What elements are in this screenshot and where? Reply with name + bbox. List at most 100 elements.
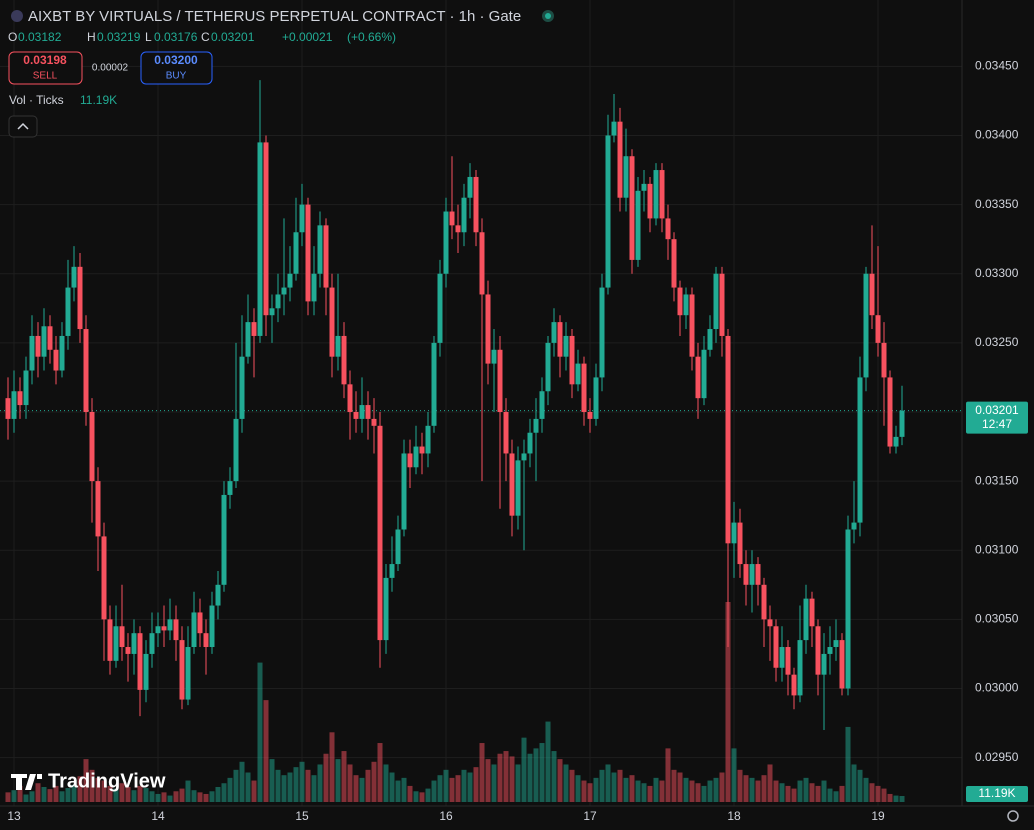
candle-body xyxy=(143,653,149,690)
volume-bar xyxy=(527,753,533,802)
candle-body xyxy=(563,335,569,357)
candle-body xyxy=(137,633,143,690)
candle-body xyxy=(107,619,113,661)
settings-button[interactable] xyxy=(1007,810,1019,822)
candle-body xyxy=(341,335,347,385)
symbol-title[interactable]: AIXBT BY VIRTUALS / TETHERUS PERPETUAL C… xyxy=(28,8,521,25)
candle-body xyxy=(467,176,473,198)
candle-body xyxy=(605,135,611,288)
volume-bar xyxy=(857,769,863,802)
volume-bar xyxy=(785,785,791,802)
candle-body xyxy=(635,190,641,260)
volume-bar xyxy=(569,769,575,802)
candle-body xyxy=(821,653,827,675)
candle-body xyxy=(683,294,689,316)
volume-bar xyxy=(317,764,323,802)
volume-bar xyxy=(5,792,11,802)
candle-body xyxy=(65,287,71,336)
volume-bar xyxy=(371,761,377,802)
volume-bar xyxy=(677,772,683,802)
collapse-button[interactable] xyxy=(8,115,38,138)
sell-button[interactable] xyxy=(8,51,83,85)
volume-bar xyxy=(125,786,131,802)
buy-button[interactable] xyxy=(140,51,213,85)
candle-body xyxy=(449,211,455,226)
candle-body xyxy=(461,197,467,233)
volume-bar xyxy=(233,769,239,802)
volume-bar xyxy=(497,753,503,802)
volume-bar xyxy=(287,772,293,802)
last-price-tag xyxy=(966,401,1028,434)
candle-body xyxy=(587,411,593,419)
candle-body xyxy=(851,522,857,530)
candle-body xyxy=(335,335,341,357)
volume-bar xyxy=(743,775,749,802)
buy-price: 0.03200 xyxy=(154,53,198,67)
volume-bar xyxy=(491,764,497,802)
candle-body xyxy=(437,273,443,343)
x-tick-label: 13 xyxy=(7,809,21,823)
candle-body xyxy=(41,326,47,357)
candle-body xyxy=(119,626,125,648)
candle-body xyxy=(611,121,617,136)
volume-bar xyxy=(587,783,593,802)
volume-bar xyxy=(89,769,95,802)
volume-bar xyxy=(521,737,527,802)
candle-body xyxy=(311,273,317,302)
volume-bar xyxy=(455,775,461,802)
candle-body xyxy=(35,335,41,357)
volume-bar xyxy=(119,783,125,802)
candle-body xyxy=(59,335,65,371)
x-tick-label: 14 xyxy=(151,809,165,823)
volume-bar xyxy=(419,792,425,802)
candle-body xyxy=(221,494,227,585)
chevron-icon xyxy=(17,122,29,130)
volume-bar xyxy=(71,784,77,802)
candle-body xyxy=(89,411,95,482)
candle-body xyxy=(365,405,371,419)
volume-bar xyxy=(635,780,641,802)
volume-bar xyxy=(185,780,191,802)
volume-bar xyxy=(209,791,215,802)
candle-body xyxy=(257,142,263,336)
ohlc-value: 0.03201 xyxy=(211,30,255,44)
volume-bar xyxy=(269,759,275,802)
volume-bar xyxy=(53,785,59,802)
candle-body xyxy=(215,584,221,606)
candle-body xyxy=(227,481,233,495)
candle-body xyxy=(719,273,725,336)
candle-body xyxy=(245,322,251,357)
candle-body xyxy=(83,329,89,412)
candle-body xyxy=(695,356,701,399)
volume-bar xyxy=(833,791,839,802)
volume-bar xyxy=(599,769,605,802)
volume-bar xyxy=(359,777,365,802)
x-tick-label: 17 xyxy=(583,809,597,823)
volume-bar xyxy=(617,769,623,802)
volume-bar xyxy=(245,772,251,802)
candle-body xyxy=(815,626,821,675)
volume-bar xyxy=(755,780,761,802)
volume-bar xyxy=(803,777,809,802)
y-tick-label: 0.03250 xyxy=(975,335,1019,349)
volume-bar xyxy=(293,767,299,802)
volume-bar xyxy=(263,700,269,802)
candle-body xyxy=(887,377,893,447)
candle-body xyxy=(407,453,413,468)
tv-logo xyxy=(11,774,42,790)
candle-body xyxy=(743,564,749,585)
ohlc-label: H xyxy=(87,30,96,44)
volume-bar xyxy=(869,783,875,802)
volume-bar xyxy=(509,756,515,802)
candle-body xyxy=(401,453,407,530)
candle-body xyxy=(737,522,743,565)
spread: 0.00002 xyxy=(92,63,129,74)
candle-body xyxy=(671,239,677,288)
buy-label: BUY xyxy=(166,71,187,82)
change: +0.00021 xyxy=(282,30,333,44)
candle-body xyxy=(101,536,107,620)
candle-body xyxy=(845,529,851,689)
volume-bar xyxy=(767,764,773,802)
candle-body xyxy=(755,564,761,585)
candle-body xyxy=(203,633,209,648)
